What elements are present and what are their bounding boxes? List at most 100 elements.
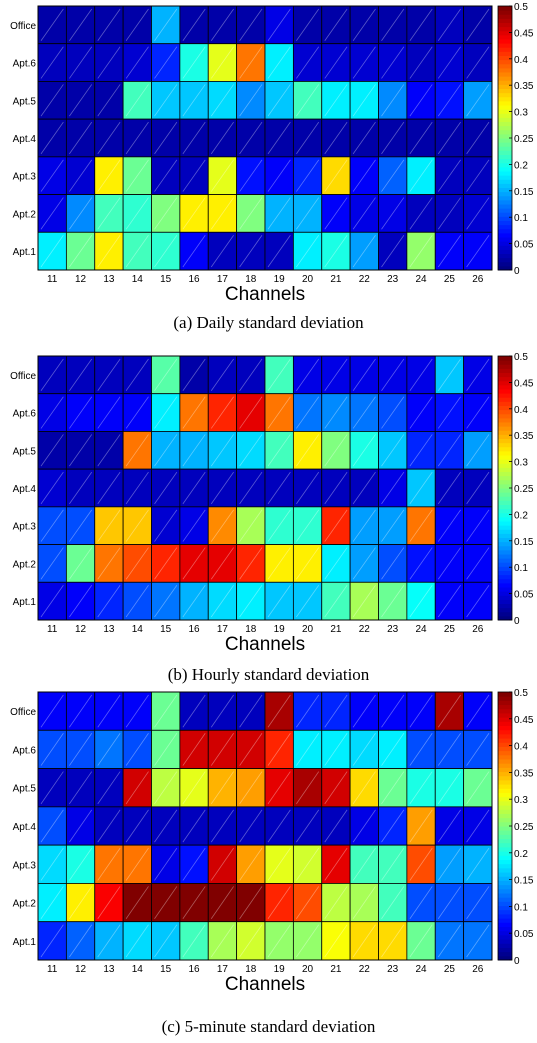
colorbar-segment (498, 712, 512, 718)
cell-hatch (125, 886, 149, 919)
cell-hatch (69, 809, 93, 843)
cell-hatch (154, 8, 178, 41)
cell-hatch (267, 358, 291, 391)
colorbar-segment (498, 471, 512, 477)
cell-hatch (210, 509, 234, 542)
colorbar-segment (498, 179, 512, 184)
heatmap-cell (264, 156, 294, 195)
cell-hatch (267, 585, 291, 618)
colorbar-segment (498, 455, 512, 460)
colorbar-segment (498, 22, 512, 28)
heatmap-cell (236, 806, 266, 846)
cell-hatch (40, 46, 64, 79)
cell-hatch (97, 121, 121, 155)
cell-hatch (125, 585, 149, 618)
cell-hatch (125, 159, 149, 192)
cell-hatch (296, 771, 320, 805)
cell-hatch (97, 434, 121, 467)
cell-hatch (97, 771, 121, 805)
colorbar-segment (498, 138, 512, 143)
colorbar-segment (498, 729, 512, 735)
x-tick-label: 19 (274, 964, 286, 975)
cell-hatch (324, 8, 348, 41)
colorbar-tick-label: 0.05 (514, 929, 534, 940)
cell-hatch (296, 471, 320, 505)
cell-hatch (210, 159, 234, 192)
cell-hatch (182, 547, 206, 580)
x-tick-label: 14 (132, 274, 144, 285)
cell-hatch (409, 8, 433, 41)
colorbar-segment (498, 721, 512, 726)
colorbar-segment (498, 34, 512, 40)
cell-hatch (437, 46, 461, 79)
colorbar-segment (498, 512, 512, 518)
cell-hatch (381, 471, 405, 505)
colorbar-tick-label: 0.25 (514, 134, 534, 145)
heatmap-cell (378, 883, 408, 923)
heatmap-cell (321, 691, 351, 731)
plot-frame (37, 5, 493, 271)
x-tick-label: 24 (416, 274, 428, 285)
heatmap-cell (406, 231, 436, 271)
cell-hatch (324, 847, 348, 881)
colorbar-segment (498, 838, 512, 844)
cell-hatch (324, 159, 348, 192)
colorbar-segment (498, 146, 512, 151)
colorbar-segment (498, 591, 512, 596)
heatmap-cell (434, 883, 465, 923)
heatmap-cell (378, 544, 408, 583)
cell-hatch (40, 847, 64, 881)
cell-hatch (437, 886, 461, 919)
colorbar-segment (498, 434, 512, 439)
cell-hatch (69, 585, 93, 618)
heatmap-cell (463, 231, 493, 271)
colorbar-segment (498, 872, 512, 877)
heatmap-cell (179, 156, 209, 195)
cell-hatch (125, 197, 149, 230)
colorbar-segment (498, 750, 512, 756)
colorbar-segment (498, 26, 512, 32)
cell-hatch (437, 159, 461, 192)
cell-hatch (210, 847, 234, 881)
cell-hatch (324, 434, 348, 467)
cell-hatch (381, 84, 405, 117)
x-tick-label: 12 (75, 624, 87, 635)
cell-hatch (409, 396, 433, 429)
colorbar-segment (498, 67, 512, 73)
cell-hatch (154, 924, 178, 958)
heatmap-cell (236, 118, 266, 158)
heatmap-cell (65, 194, 96, 233)
cell-hatch (267, 159, 291, 192)
colorbar-segment (498, 504, 512, 510)
colorbar-segment (498, 826, 512, 831)
x-tick-label: 22 (359, 964, 371, 975)
cell-hatch (40, 733, 64, 766)
heatmap-cell (292, 921, 323, 961)
heatmap-cell (207, 468, 238, 508)
cell-hatch (437, 396, 461, 429)
colorbar-segment (498, 700, 512, 706)
heatmap-cell (406, 118, 436, 158)
cell-hatch (210, 46, 234, 79)
cell-hatch (381, 771, 405, 805)
cell-hatch (210, 434, 234, 467)
heatmap-cell (434, 806, 465, 846)
cell-hatch (125, 396, 149, 429)
cell-hatch (210, 585, 234, 618)
colorbar-segment (498, 784, 512, 789)
x-axis-title: Channels (225, 974, 305, 995)
cell-hatch (324, 924, 348, 958)
colorbar-segment (498, 475, 512, 481)
heatmap-cell (406, 806, 436, 846)
cell-hatch (182, 121, 206, 155)
cell-hatch (267, 733, 291, 766)
cell-hatch (296, 547, 320, 580)
colorbar-segment (498, 18, 512, 23)
colorbar-segment (498, 746, 512, 752)
heatmap-cell (264, 921, 294, 961)
heatmap-cell (406, 355, 436, 395)
cell-hatch (381, 809, 405, 843)
cell-hatch (324, 84, 348, 117)
colorbar-segment (498, 800, 512, 806)
heatmap-cell (236, 393, 266, 432)
